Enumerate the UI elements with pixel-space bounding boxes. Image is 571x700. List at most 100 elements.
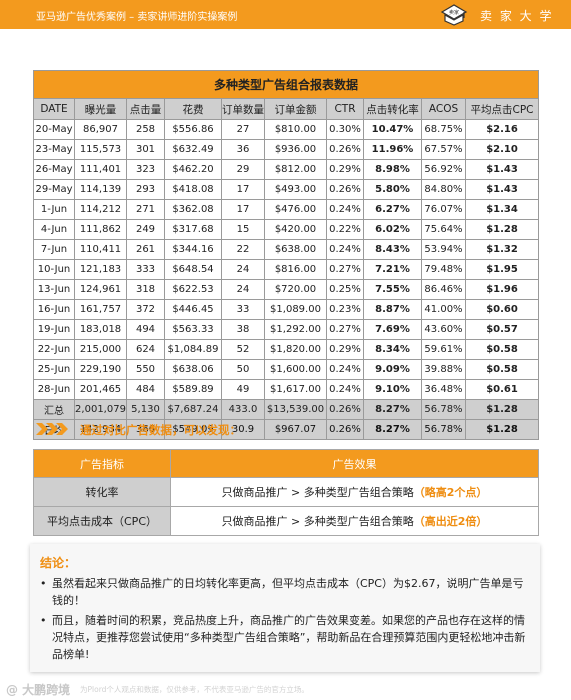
footer: @ 大鹏跨境 为Plord个人观点和数据，仅供参考，不代表亚马逊广告的官方立场。 <box>0 674 571 700</box>
table-cell: 114,212 <box>74 199 127 220</box>
table-cell: 59.61% <box>421 339 466 360</box>
table-cell: 17 <box>221 199 265 220</box>
table-cell: 56.78% <box>421 399 466 420</box>
table-cell: $420.00 <box>264 219 327 240</box>
table-cell: 301 <box>126 139 165 160</box>
table-cell: 183,018 <box>74 319 127 340</box>
table-cell: 4-Jun <box>33 219 75 240</box>
table-cell: $816.00 <box>264 259 327 280</box>
table-cell: 16-Jun <box>33 299 75 320</box>
column-header: 订单数量 <box>221 98 265 120</box>
table-cell: 36.48% <box>421 379 466 400</box>
table-cell: 7.69% <box>363 319 422 340</box>
table-cell: 68.75% <box>421 119 466 140</box>
table-cell: $638.00 <box>264 239 327 260</box>
table-cell: 115,573 <box>74 139 127 160</box>
conclusion-bullet-text: 虽然看起来只做商品推广的日均转化率更高，但平均点击成本（CPC）为$2.67，说… <box>52 577 524 607</box>
table-cell: $1,292.00 <box>264 319 327 340</box>
table-cell: 7.21% <box>363 259 422 280</box>
table-cell: 49 <box>221 379 265 400</box>
table-cell: 0.26% <box>326 399 364 420</box>
table-cell: 86,907 <box>74 119 127 140</box>
table-cell: 5.80% <box>363 179 422 200</box>
table-cell: 0.24% <box>326 359 364 380</box>
table-cell: $1,084.89 <box>164 339 222 360</box>
table-cell: 33 <box>221 299 265 320</box>
top-banner: 亚马逊广告优秀案例 – 卖家讲师进阶实操案例 卖家 卖 家 大 学 <box>0 0 571 29</box>
table-cell: 0.24% <box>326 239 364 260</box>
findings-table: 广告指标 广告效果 转化率 只做商品推广 > 多种类型广告组合策略（略高2个点）… <box>33 449 539 536</box>
table-cell: 52 <box>221 339 265 360</box>
table-cell: 19-Jun <box>33 319 75 340</box>
table-cell: 293 <box>126 179 165 200</box>
report-table: 多种类型广告组合报表数据 DATE 曝光量 点击量 花费 订单数量 订单金额 C… <box>32 70 540 440</box>
table-cell: $589.89 <box>164 379 222 400</box>
table-cell: 10-Jun <box>33 259 75 280</box>
findings-highlight: （略高2个点） <box>413 486 488 499</box>
table-cell: $7,687.24 <box>164 399 222 420</box>
table-cell: $1.28 <box>464 419 540 440</box>
table-cell: 161,757 <box>74 299 127 320</box>
table-cell: 15 <box>221 219 265 240</box>
table-cell: 249 <box>126 219 165 240</box>
table-cell: 8.43% <box>363 239 422 260</box>
table-cell: 111,401 <box>74 159 127 180</box>
table-cell: 624 <box>126 339 165 360</box>
table-cell: 229,190 <box>74 359 127 380</box>
table-cell: 39.88% <box>421 359 466 380</box>
table-cell: 114,139 <box>74 179 127 200</box>
table-cell: $13,539.00 <box>264 399 327 420</box>
table-row: 7-Jun 110,411 261 $344.16 22 $638.00 0.24% 8.43… <box>33 239 540 260</box>
table-cell: 29 <box>221 159 265 180</box>
table-cell: 84.80% <box>421 179 466 200</box>
report-sum-row: 汇总 2,001,079 5,130 $7,687.24 433.0 $13,539.00… <box>33 399 540 420</box>
graduation-cap-book-icon: 卖家 <box>440 4 468 26</box>
table-cell: 30.9 <box>221 419 265 440</box>
table-cell: 550 <box>126 359 165 380</box>
findings-effect-text: 只做商品推广 > 多种类型广告组合策略 <box>221 486 414 499</box>
table-cell: $563.33 <box>164 319 222 340</box>
table-cell: 0.29% <box>326 159 364 180</box>
table-row: 20-May 86,907 258 $556.86 27 $810.00 0.30% 10.4… <box>33 119 540 140</box>
table-cell: 7.55% <box>363 279 422 300</box>
table-row: 22-Jun 215,000 624 $1,084.89 52 $1,820.00 0.29… <box>33 339 540 360</box>
table-row: 13-Jun 124,961 318 $622.53 24 $720.00 0.25% 7.5… <box>33 279 540 300</box>
table-cell: 8.87% <box>363 299 422 320</box>
table-cell: 0.26% <box>326 419 364 440</box>
table-cell: 1-Jun <box>33 199 75 220</box>
table-cell: 215,000 <box>74 339 127 360</box>
table-cell: $0.61 <box>464 379 540 400</box>
table-cell: $1.43 <box>464 159 540 180</box>
table-cell: 8.27% <box>363 419 422 440</box>
column-header: CTR <box>326 98 364 120</box>
svg-text:卖家: 卖家 <box>449 9 459 16</box>
table-cell: 67.57% <box>421 139 466 160</box>
table-cell: $720.00 <box>264 279 327 300</box>
table-cell: 38 <box>221 319 265 340</box>
table-cell: 2,001,079 <box>74 399 127 420</box>
table-cell: 29-May <box>33 179 75 200</box>
table-cell: 24 <box>221 279 265 300</box>
report-header-row: DATE 曝光量 点击量 花费 订单数量 订单金额 CTR 点击转化率 ACOS… <box>33 98 540 120</box>
table-cell: $418.08 <box>164 179 222 200</box>
table-cell: 43.60% <box>421 319 466 340</box>
table-cell: $1,617.00 <box>264 379 327 400</box>
findings-metric: 平均点击成本（CPC） <box>33 506 171 536</box>
table-cell: $1,600.00 <box>264 359 327 380</box>
findings-row: 平均点击成本（CPC） 只做商品推广 > 多种类型广告组合策略（高出近2倍） <box>33 506 539 536</box>
table-cell: $810.00 <box>264 119 327 140</box>
table-cell: $556.86 <box>164 119 222 140</box>
table-cell: 372 <box>126 299 165 320</box>
findings-highlight: （高出近2倍） <box>413 515 488 528</box>
footer-note: 为Plord个人观点和数据，仅供参考，不代表亚马逊广告的官方立场。 <box>80 685 309 694</box>
table-cell: 258 <box>126 119 165 140</box>
table-cell: 433.0 <box>221 399 265 420</box>
table-cell: $0.57 <box>464 319 540 340</box>
findings-header-metric: 广告指标 <box>33 449 171 478</box>
table-cell: $1.28 <box>464 399 540 420</box>
report-title: 多种类型广告组合报表数据 <box>32 70 540 99</box>
table-row: 26-May 111,401 323 $462.20 29 $812.00 0.29% 8.9… <box>33 159 540 180</box>
table-cell: 53.94% <box>421 239 466 260</box>
table-cell: 5,130 <box>126 399 165 420</box>
table-cell: 79.48% <box>421 259 466 280</box>
